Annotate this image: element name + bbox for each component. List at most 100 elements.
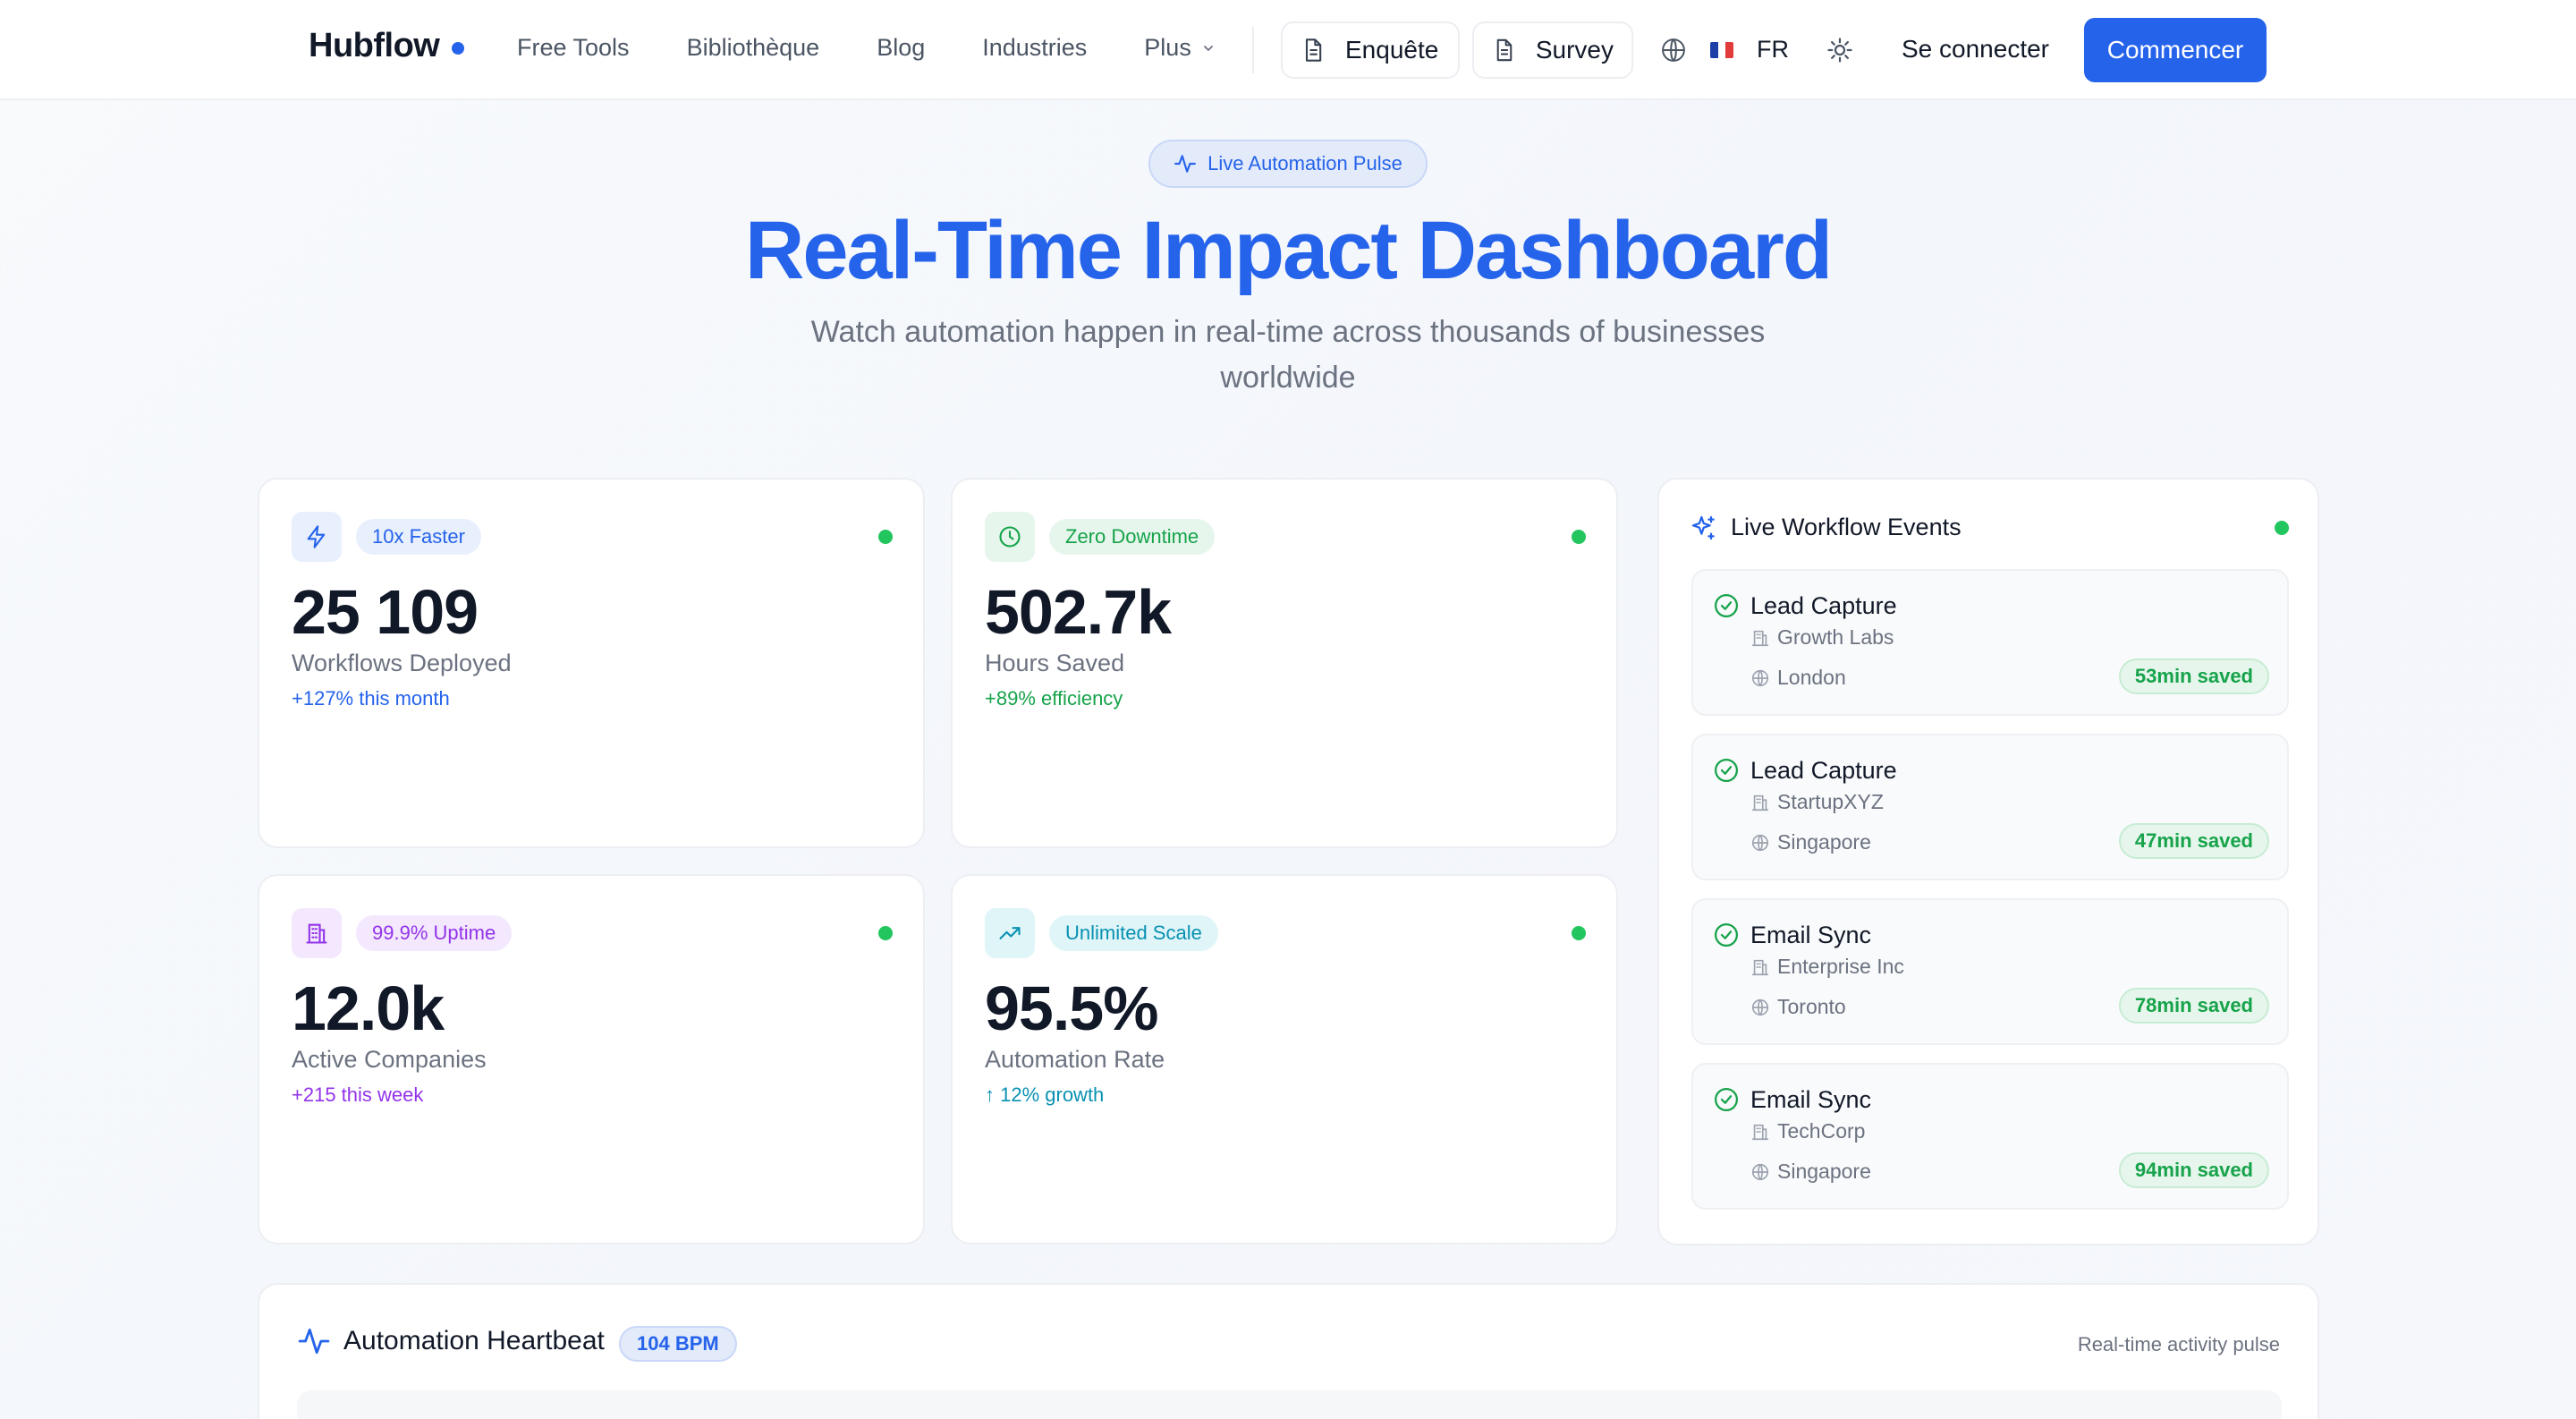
stat-delta: +215 this week	[292, 1083, 424, 1106]
stat-badge: 10x Faster	[356, 519, 481, 555]
nav-link-plus[interactable]: Plus	[1144, 34, 1215, 62]
globe-icon	[1751, 834, 1769, 852]
event-company: StartupXYZ	[1777, 790, 1884, 813]
event-city: Singapore	[1777, 1160, 1871, 1183]
activity-icon	[1174, 155, 1197, 173]
stat-value: 502.7k	[985, 577, 1172, 647]
stat-card-automation-rate: Unlimited Scale 95.5% Automation Rate ↑ …	[951, 874, 1618, 1245]
nav-link-plus-label: Plus	[1144, 34, 1191, 61]
event-item[interactable]: Email Sync TechCorp Singapore 94min save…	[1691, 1063, 2289, 1210]
login-link[interactable]: Se connecter	[1902, 35, 2049, 63]
check-circle-icon	[1715, 594, 1738, 617]
chevron-down-icon	[1203, 45, 1213, 51]
live-pulse-badge: Live Automation Pulse	[1148, 140, 1428, 188]
france-flag-icon	[1710, 42, 1733, 58]
event-company: TechCorp	[1777, 1119, 1866, 1143]
building-icon	[1751, 794, 1769, 811]
live-indicator-dot	[1572, 926, 1586, 940]
top-nav: Hubflow Free Tools Bibliothèque Blog Ind…	[0, 0, 2576, 100]
survey-label: Survey	[1535, 36, 1614, 64]
clock-icon	[985, 512, 1035, 562]
building-icon	[1751, 630, 1769, 647]
brand-logo[interactable]: Hubflow	[309, 27, 465, 65]
live-indicator-dot	[2275, 521, 2289, 535]
event-item[interactable]: Lead Capture Growth Labs London 53min sa…	[1691, 569, 2289, 716]
nav-link-free-tools[interactable]: Free Tools	[517, 34, 630, 61]
bpm-badge: 104 BPM	[619, 1326, 737, 1362]
event-item[interactable]: Lead Capture StartupXYZ Singapore 47min …	[1691, 734, 2289, 880]
page-subtitle: Watch automation happen in real-time acr…	[810, 315, 1766, 395]
stat-card-workflows: 10x Faster 25 109 Workflows Deployed +12…	[258, 478, 925, 848]
event-name: Lead Capture	[1750, 757, 1897, 784]
event-name: Email Sync	[1750, 922, 1872, 948]
event-company: Enterprise Inc	[1777, 955, 1904, 978]
stat-badge: 99.9% Uptime	[356, 915, 513, 951]
event-city: London	[1777, 666, 1846, 689]
stat-value: 25 109	[292, 577, 479, 647]
check-circle-icon	[1715, 923, 1738, 947]
stat-delta: +127% this month	[292, 687, 450, 710]
stat-badge: Zero Downtime	[1049, 519, 1216, 555]
building-icon	[1751, 959, 1769, 976]
stat-label: Workflows Deployed	[292, 650, 512, 676]
time-saved-badge: 53min saved	[2118, 659, 2269, 694]
stat-card-hours: Zero Downtime 502.7k Hours Saved +89% ef…	[951, 478, 1618, 848]
live-indicator-dot	[1572, 530, 1586, 544]
live-indicator-dot	[878, 530, 893, 544]
building-icon	[1751, 1124, 1769, 1141]
live-pulse-label: Live Automation Pulse	[1208, 152, 1402, 174]
live-indicator-dot	[878, 926, 893, 940]
stat-label: Automation Rate	[985, 1046, 1165, 1073]
stat-delta: +89% efficiency	[985, 687, 1123, 710]
get-started-button[interactable]: Commencer	[2084, 18, 2267, 82]
stat-delta: ↑ 12% growth	[985, 1083, 1105, 1106]
stat-label: Hours Saved	[985, 650, 1125, 676]
page-title: Real-Time Impact Dashboard	[744, 205, 1833, 296]
live-events-panel: Live Workflow Events Lead Capture Growth…	[1657, 478, 2319, 1245]
brand-dot-icon	[452, 41, 465, 55]
globe-icon	[1751, 1163, 1769, 1181]
nav-links: Free Tools Bibliothèque Blog Industries …	[517, 34, 1272, 62]
globe-icon[interactable]	[1660, 37, 1687, 64]
globe-icon	[1751, 669, 1769, 687]
time-saved-badge: 78min saved	[2118, 988, 2269, 1024]
stat-badge: Unlimited Scale	[1049, 915, 1218, 951]
document-icon	[1496, 38, 1513, 62]
brand-name: Hubflow	[309, 27, 440, 64]
enquete-button[interactable]: Enquête	[1281, 21, 1460, 79]
document-icon	[1305, 38, 1322, 62]
stat-card-companies: 99.9% Uptime 12.0k Active Companies +215…	[258, 874, 925, 1245]
event-item[interactable]: Email Sync Enterprise Inc Toronto 78min …	[1691, 898, 2289, 1045]
trending-up-icon	[985, 908, 1035, 958]
events-title: Live Workflow Events	[1731, 514, 1962, 540]
building-icon	[292, 908, 342, 958]
check-circle-icon	[1715, 1088, 1738, 1111]
event-name: Email Sync	[1750, 1086, 1872, 1113]
check-circle-icon	[1715, 759, 1738, 782]
event-city: Toronto	[1777, 995, 1846, 1018]
nav-divider	[1252, 27, 1254, 73]
heartbeat-panel: Automation Heartbeat 104 BPM Real-time a…	[258, 1283, 2319, 1419]
event-company: Growth Labs	[1777, 625, 1894, 649]
lightning-icon	[292, 512, 342, 562]
stat-value: 95.5%	[985, 973, 1158, 1043]
heartbeat-title: Automation Heartbeat	[343, 1326, 605, 1355]
stat-value: 12.0k	[292, 973, 445, 1043]
heartbeat-note: Real-time activity pulse	[2077, 1333, 2280, 1355]
enquete-label: Enquête	[1345, 36, 1439, 64]
sun-icon[interactable]	[1826, 37, 1853, 64]
nav-link-blog[interactable]: Blog	[877, 34, 926, 61]
heartbeat-chart-area	[297, 1390, 2282, 1419]
nav-link-industries[interactable]: Industries	[982, 34, 1088, 61]
sparkles-icon	[1691, 515, 1715, 540]
time-saved-badge: 94min saved	[2118, 1152, 2269, 1188]
globe-icon	[1751, 998, 1769, 1016]
nav-link-bibliotheque[interactable]: Bibliothèque	[686, 34, 820, 61]
event-city: Singapore	[1777, 830, 1871, 854]
survey-button[interactable]: Survey	[1472, 21, 1633, 79]
event-name: Lead Capture	[1750, 592, 1897, 619]
language-selector[interactable]: FR	[1757, 36, 1789, 63]
stat-label: Active Companies	[292, 1046, 487, 1073]
time-saved-badge: 47min saved	[2118, 823, 2269, 859]
activity-icon	[298, 1328, 330, 1355]
